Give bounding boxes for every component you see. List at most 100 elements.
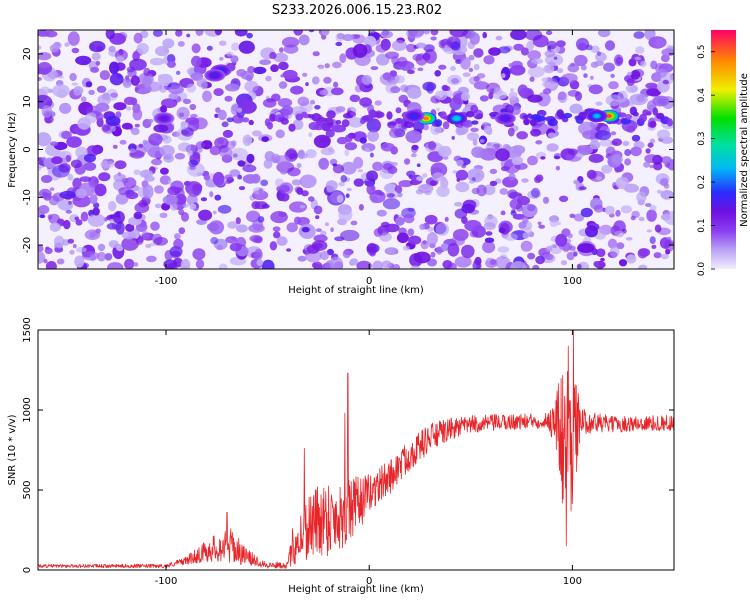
- heatmap-cell: [553, 56, 558, 60]
- heatmap-ridge-cell: [632, 111, 639, 117]
- heatmap-cell: [574, 54, 588, 67]
- heatmap-cell: [167, 53, 176, 64]
- heatmap-cell: [54, 246, 64, 253]
- heatmap-cell: [411, 144, 419, 151]
- heatmap-cell: [633, 141, 645, 150]
- heatmap-ridge-cell: [386, 111, 393, 120]
- heatmap-cell: [330, 227, 334, 232]
- heatmap-cell: [100, 160, 115, 168]
- heatmap-cell: [296, 187, 304, 195]
- heatmap-cell: [149, 242, 157, 247]
- heatmap-cell: [382, 72, 392, 81]
- heatmap-cell: [278, 211, 287, 217]
- heatmap-cell: [74, 255, 85, 268]
- heatmap-cell: [523, 118, 530, 126]
- heatmap-cell: [510, 210, 517, 216]
- heatmap-cell: [229, 242, 242, 252]
- heatmap-cell: [530, 58, 544, 65]
- heatmap-cell: [38, 94, 53, 110]
- heatmap-cell: [540, 156, 546, 160]
- heatmap-cell: [507, 127, 515, 137]
- heatmap-cell: [158, 73, 173, 86]
- heatmap-cell: [39, 214, 46, 219]
- heatmap-cell: [320, 250, 329, 261]
- x-tick-label: 100: [563, 276, 582, 287]
- heatmap-cell: [651, 244, 657, 249]
- heatmap-peak: [403, 109, 425, 123]
- heatmap-cell: [340, 175, 348, 183]
- heatmap-cell: [634, 56, 641, 61]
- heatmap-cell: [531, 187, 540, 198]
- heatmap-cell: [358, 204, 364, 211]
- heatmap-cell: [397, 56, 408, 67]
- heatmap-cell: [320, 147, 335, 156]
- heatmap-cell: [225, 236, 238, 244]
- heatmap-ridge-cell: [562, 112, 573, 119]
- heatmap-cell: [449, 30, 468, 38]
- heatmap-cell: [242, 164, 257, 173]
- heatmap-cell: [349, 258, 358, 266]
- heatmap-cell: [580, 207, 593, 218]
- heatmap-cell: [338, 209, 353, 222]
- heatmap-cell: [272, 226, 281, 232]
- heatmap-cell: [71, 82, 79, 86]
- heatmap-cell: [497, 246, 510, 253]
- heatmap-cell: [209, 145, 221, 156]
- y-tick-label: 0: [22, 567, 33, 573]
- heatmap-cell: [237, 174, 243, 180]
- heatmap-cell: [170, 203, 178, 211]
- heatmap-cell: [153, 236, 168, 246]
- heatmap-cell: [68, 200, 72, 205]
- heatmap-cell: [660, 156, 672, 164]
- heatmap-cell: [527, 155, 538, 166]
- snr-x-ticks: -100 0 100: [155, 330, 582, 587]
- heatmap-cell: [422, 173, 428, 178]
- heatmap-peak-ring: [161, 116, 167, 121]
- heatmap-cell: [90, 66, 100, 73]
- heatmap-cell: [532, 264, 540, 269]
- heatmap-cell: [79, 176, 92, 183]
- heatmap-cell: [125, 75, 130, 81]
- heatmap-cell: [160, 167, 169, 175]
- heatmap-cell: [217, 204, 232, 214]
- heatmap-cell: [136, 42, 149, 55]
- heatmap-cell: [59, 102, 72, 114]
- heatmap-cell: [610, 73, 615, 78]
- heatmap-cell: [424, 214, 438, 225]
- heatmap-cell: [511, 156, 524, 166]
- heatmap-ridge-cell: [639, 113, 647, 123]
- heatmap-cell: [556, 68, 564, 74]
- heatmap-cell: [226, 117, 234, 123]
- heatmap-cell: [168, 93, 179, 100]
- heatmap-cell: [397, 192, 403, 198]
- heatmap-cell: [332, 124, 346, 133]
- heatmap-cell: [189, 103, 197, 111]
- heatmap-cell: [238, 100, 257, 114]
- heatmap-ridge-cell: [476, 113, 484, 120]
- heatmap-cell: [273, 231, 281, 239]
- heatmap-ridge-cell: [288, 123, 296, 132]
- heatmap-cell: [70, 159, 82, 169]
- heatmap-cell: [248, 119, 254, 126]
- heatmap-cell: [263, 159, 273, 169]
- heatmap-cell: [126, 106, 132, 111]
- heatmap-cell: [545, 30, 553, 36]
- heatmap-cell: [507, 189, 518, 199]
- heatmap-cell: [152, 30, 163, 37]
- heatmap-cell: [227, 221, 238, 229]
- heatmap-cell: [38, 132, 50, 146]
- heatmap-cell: [482, 241, 496, 254]
- heatmap-cell: [357, 169, 364, 173]
- heatmap-cell: [73, 90, 81, 96]
- heatmap-cell: [325, 129, 335, 138]
- heatmap-cell: [573, 251, 578, 257]
- heatmap-ridge-cell: [666, 118, 674, 127]
- heatmap-cell: [369, 190, 386, 204]
- heatmap-cell: [315, 228, 322, 233]
- heatmap-cell: [573, 179, 580, 185]
- heatmap-cell: [256, 259, 264, 267]
- heatmap-cell: [438, 64, 447, 70]
- heatmap-cell: [281, 36, 300, 48]
- heatmap-cell: [335, 106, 346, 113]
- heatmap-cell: [484, 237, 495, 243]
